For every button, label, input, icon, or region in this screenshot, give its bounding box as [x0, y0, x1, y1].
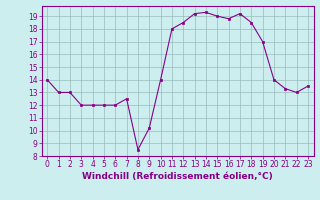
X-axis label: Windchill (Refroidissement éolien,°C): Windchill (Refroidissement éolien,°C) [82, 172, 273, 181]
